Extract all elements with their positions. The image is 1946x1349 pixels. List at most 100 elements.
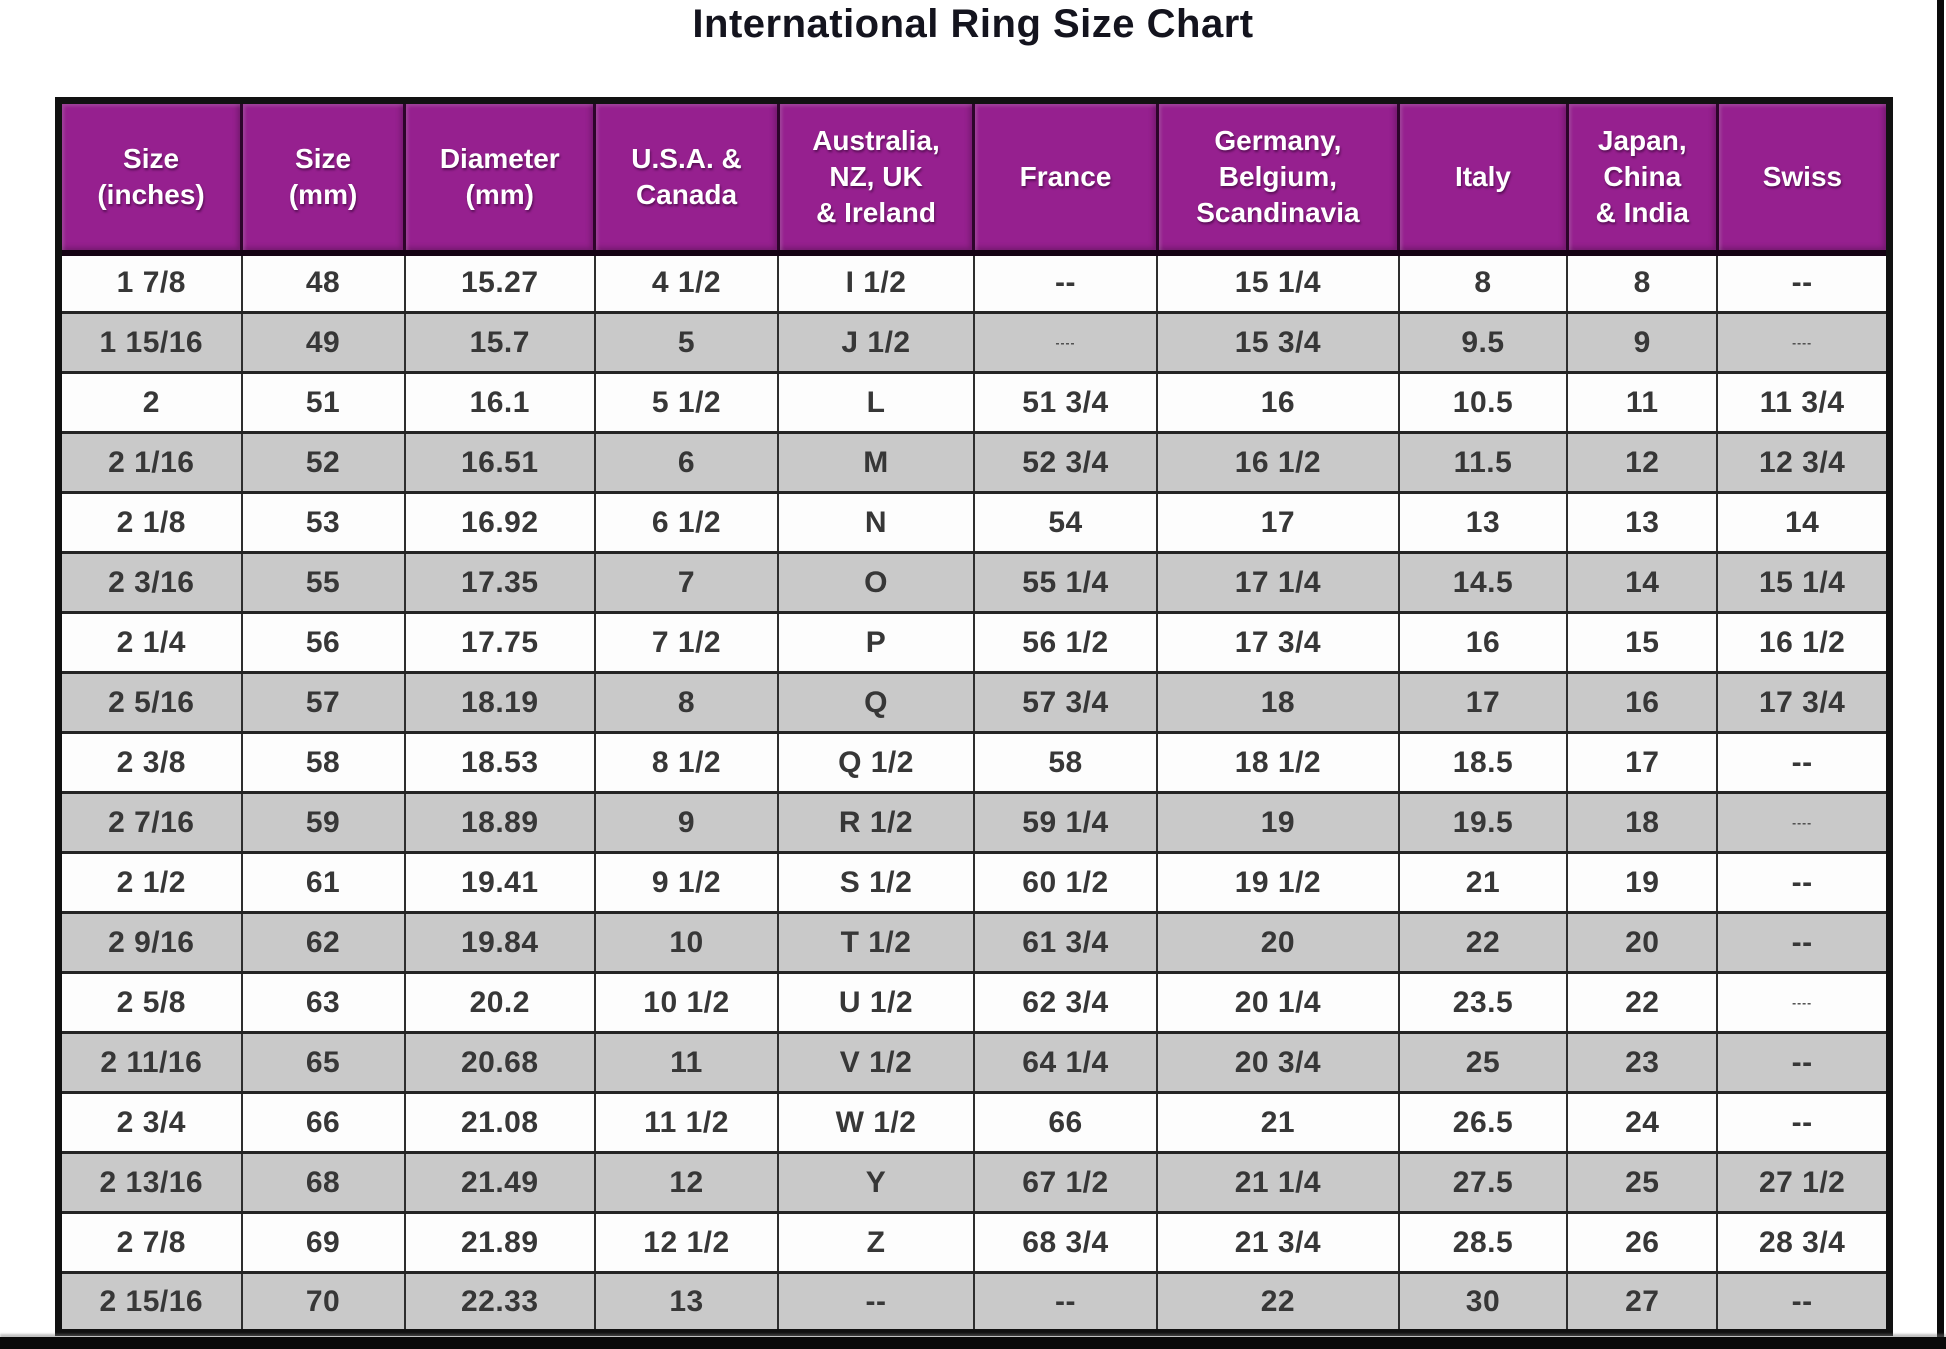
table-cell: 17.75	[403, 611, 596, 673]
table-cell: 57	[240, 671, 406, 733]
table-cell: 16	[1566, 671, 1719, 733]
table-cell: J 1/2	[777, 311, 975, 373]
table-cell: ----	[972, 311, 1159, 373]
table-cell: 21.08	[403, 1091, 596, 1153]
table-cell: L	[777, 371, 975, 433]
table-cell: Q	[777, 671, 975, 733]
table-cell: 21.89	[403, 1211, 596, 1273]
table-cell: 13	[1566, 491, 1719, 553]
table-cell: 21	[1397, 851, 1569, 913]
table-cell: ----	[1716, 791, 1891, 853]
table-cell: 22.33	[403, 1271, 596, 1333]
table-cell: 13	[593, 1271, 780, 1333]
table-cell: 6 1/2	[593, 491, 780, 553]
table-cell: 2 5/16	[57, 671, 243, 733]
table-row: 1 15/16 49 15.7 5 J 1/2 ---- 15 3/4 9.5 9 ----	[57, 311, 1891, 373]
table-row: 2 15/16 70 22.33 13 -- -- 22 30 27 --	[57, 1271, 1891, 1333]
table-cell: 23.5	[1397, 971, 1569, 1033]
table-cell: S 1/2	[777, 851, 975, 913]
table-cell: 2 13/16	[57, 1151, 243, 1213]
table-cell: 22	[1397, 911, 1569, 973]
table-cell: T 1/2	[777, 911, 975, 973]
table-cell: 2 1/8	[57, 491, 243, 553]
table-cell: 55	[240, 551, 406, 613]
table-cell: ----	[1716, 971, 1891, 1033]
table-cell: 16 1/2	[1716, 611, 1891, 673]
table-cell: Z	[777, 1211, 975, 1273]
table-cell: 52 3/4	[972, 431, 1159, 493]
table-row: 2 5/8 63 20.2 10 1/2 U 1/2 62 3/4 20 1/4 23.5 22…	[57, 971, 1891, 1033]
table-cell: 17	[1566, 731, 1719, 793]
table-cell: 9	[1566, 311, 1719, 373]
table-cell: 16.51	[403, 431, 596, 493]
table-cell: 20 3/4	[1156, 1031, 1400, 1093]
table-cell: 21	[1156, 1091, 1400, 1153]
table-cell: 51 3/4	[972, 371, 1159, 433]
table-cell: 11	[1566, 371, 1719, 433]
table-cell: 66	[972, 1091, 1159, 1153]
table-cell: 10 1/2	[593, 971, 780, 1033]
table-cell: 7	[593, 551, 780, 613]
table-cell: 20	[1566, 911, 1719, 973]
table-cell: 14	[1716, 491, 1891, 553]
table-cell: 28 3/4	[1716, 1211, 1891, 1273]
table-cell: 13	[1397, 491, 1569, 553]
table-row: 2 51 16.1 5 1/2 L 51 3/4 16 10.5 11 11 3/4	[57, 371, 1891, 433]
table-cell: 70	[240, 1271, 406, 1333]
table-row: 2 1/4 56 17.75 7 1/2 P 56 1/2 17 3/4 16 15 16 1/2	[57, 611, 1891, 673]
table-cell: 5 1/2	[593, 371, 780, 433]
table-cell: --	[1716, 1271, 1891, 1333]
table-cell: N	[777, 491, 975, 553]
table-cell: --	[1716, 1091, 1891, 1153]
table-cell: 2 9/16	[57, 911, 243, 973]
column-header: France	[972, 99, 1159, 256]
table-cell: 15 3/4	[1156, 311, 1400, 373]
table-cell: 15.27	[403, 251, 596, 313]
table-cell: 10	[593, 911, 780, 973]
table-cell: 24	[1566, 1091, 1719, 1153]
table-cell: 63	[240, 971, 406, 1033]
table-cell: 64 1/4	[972, 1031, 1159, 1093]
table-cell: 58	[972, 731, 1159, 793]
table-cell: 2 3/4	[57, 1091, 243, 1153]
table-cell: 19.41	[403, 851, 596, 913]
table-cell: 25	[1397, 1031, 1569, 1093]
table-cell: 18 1/2	[1156, 731, 1400, 793]
table-cell: 12	[593, 1151, 780, 1213]
table-cell: 61	[240, 851, 406, 913]
table-row: 2 7/16 59 18.89 9 R 1/2 59 1/4 19 19.5 18 ----	[57, 791, 1891, 853]
ring-size-table-body: 1 7/8 48 15.27 4 1/2 I 1/2 -- 15 1/4 8 8 -- 1 15/1…	[57, 251, 1891, 1333]
table-cell: 51	[240, 371, 406, 433]
table-cell: 2 1/16	[57, 431, 243, 493]
table-cell: 19	[1566, 851, 1719, 913]
table-row: 2 5/16 57 18.19 8 Q 57 3/4 18 17 16 17 3/4	[57, 671, 1891, 733]
table-cell: 10.5	[1397, 371, 1569, 433]
table-cell: 25	[1566, 1151, 1719, 1213]
table-cell: 65	[240, 1031, 406, 1093]
table-cell: --	[972, 1271, 1159, 1333]
ring-size-table-grid: Size (inches) Size (mm) Diameter (mm) U.S.A…	[55, 97, 1893, 1336]
table-cell: V 1/2	[777, 1031, 975, 1093]
table-cell: 52	[240, 431, 406, 493]
table-cell: 68 3/4	[972, 1211, 1159, 1273]
table-cell: Q 1/2	[777, 731, 975, 793]
scan-edge-bottom	[0, 1337, 1946, 1349]
table-cell: R 1/2	[777, 791, 975, 853]
table-cell: 12 1/2	[593, 1211, 780, 1273]
table-cell: 22	[1156, 1271, 1400, 1333]
table-cell: 55 1/4	[972, 551, 1159, 613]
column-header: Japan, China & India	[1565, 99, 1719, 256]
table-row: 2 3/16 55 17.35 7 O 55 1/4 17 1/4 14.5 14 15 1/4	[57, 551, 1891, 613]
table-cell: 17 1/4	[1156, 551, 1400, 613]
table-cell: 59	[240, 791, 406, 853]
table-cell: 61 3/4	[972, 911, 1159, 973]
table-cell: 27 1/2	[1716, 1151, 1891, 1213]
table-cell: 2 3/16	[57, 551, 243, 613]
column-header: Size (mm)	[240, 99, 407, 256]
column-header: Germany, Belgium, Scandinavia	[1155, 99, 1401, 256]
table-cell: 12	[1566, 431, 1719, 493]
table-cell: 11.5	[1397, 431, 1569, 493]
table-cell: 59 1/4	[972, 791, 1159, 853]
table-cell: 20.2	[403, 971, 596, 1033]
table-cell: 6	[593, 431, 780, 493]
